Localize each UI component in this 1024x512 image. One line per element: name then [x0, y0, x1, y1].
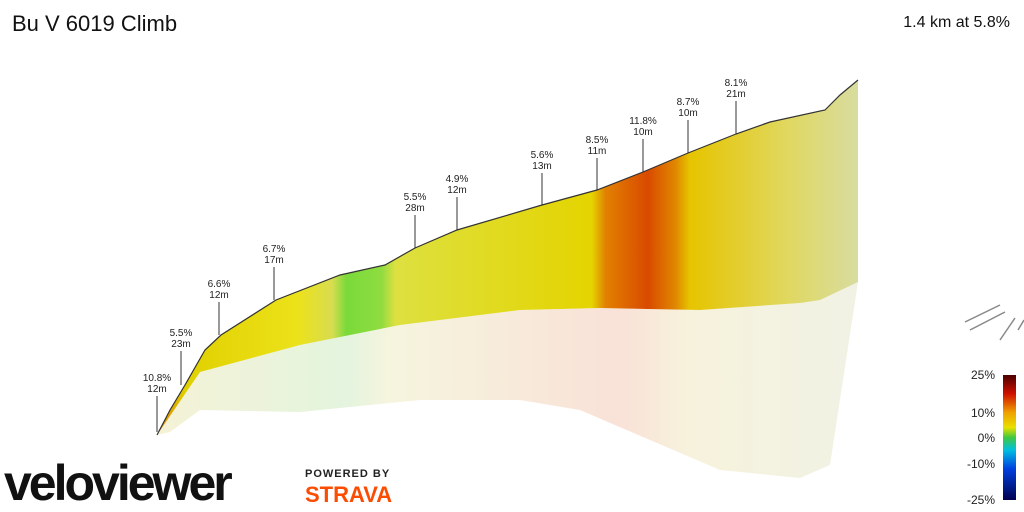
powered-by: POWERED BY: [305, 468, 390, 480]
segment-length: 11m: [588, 146, 607, 157]
segment-grade: 6.6%: [208, 279, 231, 290]
legend-bar: [1003, 375, 1016, 500]
segment-grade: 8.5%: [586, 135, 609, 146]
segment-grade: 8.1%: [725, 78, 748, 89]
profile-face: [157, 80, 858, 435]
segment-length: 12m: [447, 185, 466, 196]
segment-grade: 10.8%: [143, 373, 171, 384]
segment-grade: 6.7%: [263, 244, 286, 255]
segment-grade: 8.7%: [677, 97, 700, 108]
legend-label: 10%: [971, 406, 995, 420]
segment-length: 12m: [147, 384, 166, 395]
segment-length: 23m: [171, 339, 190, 350]
legend-label: -25%: [967, 493, 995, 507]
segment-grade: 5.5%: [404, 192, 427, 203]
segment-grade: 5.5%: [170, 328, 193, 339]
legend-label: 25%: [971, 368, 995, 382]
logo: veloviewer: [4, 455, 232, 511]
segment-length: 21m: [726, 89, 745, 100]
title: Bu V 6019 Climb: [12, 11, 177, 36]
legend-label: -10%: [967, 457, 995, 471]
segment-length: 12m: [209, 290, 228, 301]
segment-grade: 11.8%: [629, 116, 657, 127]
segment-length: 28m: [405, 203, 424, 214]
segment-length: 13m: [532, 161, 551, 172]
segment-grade: 4.9%: [446, 174, 469, 185]
legend-label: 0%: [978, 431, 996, 445]
segment-length: 17m: [264, 255, 283, 266]
profile-floor: [157, 282, 858, 478]
segment-length: 10m: [633, 127, 652, 138]
summary: 1.4 km at 5.8%: [903, 14, 1010, 31]
strava: STRAVA: [305, 482, 392, 507]
segment-length: 10m: [678, 108, 697, 119]
compass: [964, 304, 1024, 341]
segment-grade: 5.6%: [531, 150, 554, 161]
